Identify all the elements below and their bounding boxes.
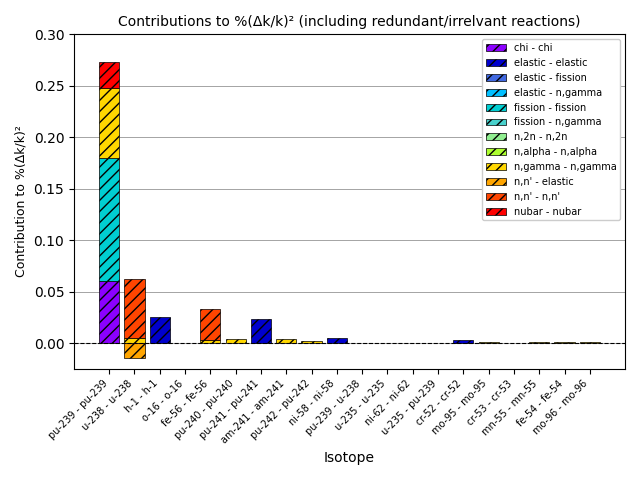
Bar	[124, 279, 145, 338]
Bar	[200, 309, 221, 340]
Bar	[99, 88, 119, 158]
Bar	[225, 339, 246, 343]
Bar	[124, 343, 145, 359]
X-axis label: Isotope: Isotope	[324, 451, 375, 465]
Bar	[529, 342, 549, 343]
Title: Contributions to %(Δk/k)² (including redundant/irrelvant reactions): Contributions to %(Δk/k)² (including red…	[118, 15, 580, 29]
Bar	[580, 342, 600, 343]
Bar	[124, 338, 145, 343]
Bar	[99, 62, 119, 88]
Bar	[327, 338, 347, 343]
Bar	[276, 339, 296, 343]
Y-axis label: Contribution to %(Δk/k)²: Contribution to %(Δk/k)²	[15, 126, 28, 277]
Legend: chi - chi, elastic - elastic, elastic - fission, elastic - n,gamma, fission - fi: chi - chi, elastic - elastic, elastic - …	[483, 39, 620, 220]
Bar	[453, 340, 474, 343]
Bar	[150, 317, 170, 343]
Bar	[99, 158, 119, 281]
Bar	[99, 281, 119, 343]
Bar	[251, 319, 271, 343]
Bar	[479, 342, 499, 343]
Bar	[301, 341, 322, 343]
Bar	[554, 342, 575, 343]
Bar	[200, 340, 221, 343]
